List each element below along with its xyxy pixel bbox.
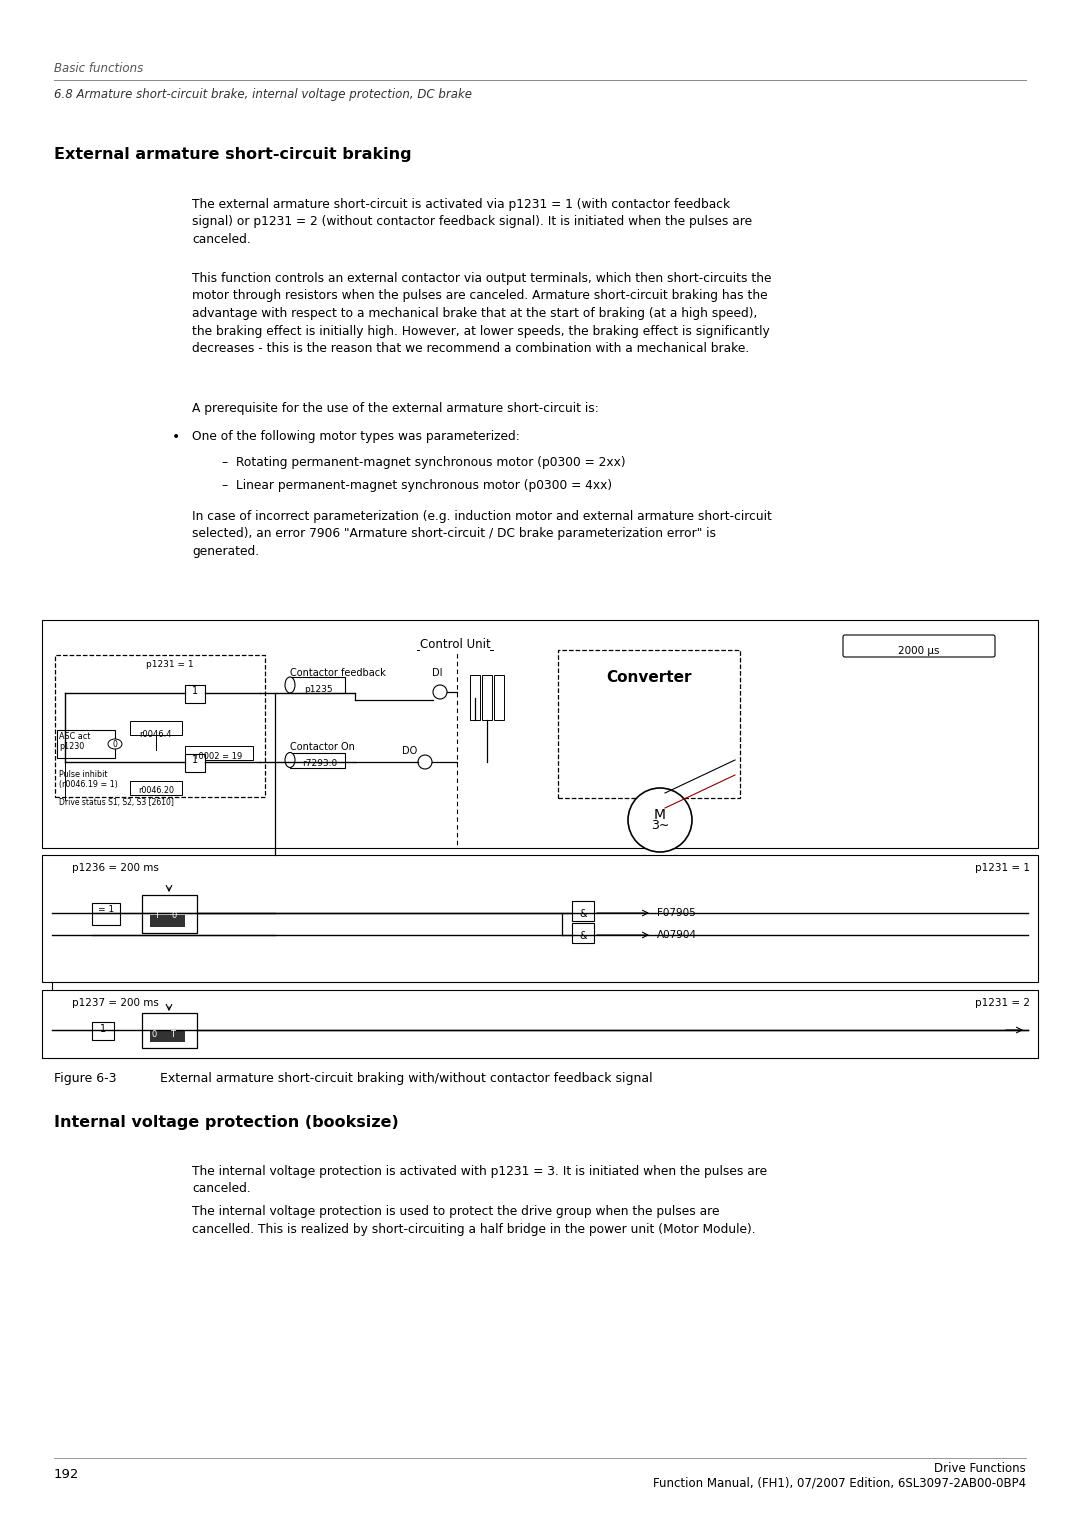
Text: One of the following motor types was parameterized:: One of the following motor types was par… [192, 431, 519, 443]
Text: Drive Functions: Drive Functions [934, 1461, 1026, 1475]
Text: p1235: p1235 [303, 686, 333, 693]
Text: DI: DI [432, 667, 443, 678]
Bar [150, 1031, 185, 1041]
Text: (r0046.19 = 1): (r0046.19 = 1) [59, 780, 118, 789]
Text: Pulse inhibit: Pulse inhibit [59, 770, 108, 779]
Bar [57, 730, 114, 757]
Text: p1231 = 1: p1231 = 1 [975, 863, 1030, 873]
Bar [55, 655, 265, 797]
Bar [482, 675, 492, 721]
Text: –  Rotating permanent-magnet synchronous motor (p0300 = 2xx): – Rotating permanent-magnet synchronous … [222, 457, 625, 469]
Circle shape [418, 754, 432, 770]
Text: &: & [579, 931, 586, 941]
Text: 3∼: 3∼ [651, 818, 670, 832]
Bar [150, 915, 185, 927]
Text: p1230: p1230 [59, 742, 84, 751]
Bar [572, 901, 594, 921]
Text: A prerequisite for the use of the external armature short-circuit is:: A prerequisite for the use of the extern… [192, 402, 598, 415]
Text: The internal voltage protection is used to protect the drive group when the puls: The internal voltage protection is used … [192, 1205, 756, 1235]
Text: Basic functions: Basic functions [54, 63, 144, 75]
Text: 0: 0 [152, 1031, 158, 1038]
Text: r0046.4: r0046.4 [139, 730, 172, 739]
Bar [141, 895, 197, 933]
Text: r0046.20: r0046.20 [138, 786, 174, 796]
Text: Converter: Converter [606, 670, 692, 686]
Text: Internal voltage protection (booksize): Internal voltage protection (booksize) [54, 1115, 399, 1130]
Text: r0002 = 19: r0002 = 19 [195, 751, 243, 760]
FancyBboxPatch shape [843, 635, 995, 657]
Text: External armature short-circuit braking with/without contactor feedback signal: External armature short-circuit braking … [160, 1072, 652, 1086]
Bar [470, 675, 480, 721]
Bar [558, 651, 740, 799]
Text: p1236 = 200 ms: p1236 = 200 ms [72, 863, 159, 873]
Text: 0: 0 [172, 912, 177, 919]
Bar [494, 675, 504, 721]
Text: Control Unit: Control Unit [420, 638, 490, 651]
Bar [572, 922, 594, 944]
Text: The external armature short-circuit is activated via p1231 = 1 (with contactor f: The external armature short-circuit is a… [192, 199, 752, 246]
Text: M: M [654, 808, 666, 822]
Text: Drive status S1, S2, S3 [2610]: Drive status S1, S2, S3 [2610] [59, 799, 174, 806]
Bar [42, 989, 1038, 1058]
Bar [130, 780, 183, 796]
Bar [291, 676, 345, 693]
Text: p1237 = 200 ms: p1237 = 200 ms [72, 999, 159, 1008]
Text: 0: 0 [112, 741, 118, 750]
Bar [185, 754, 205, 773]
Text: 6.8 Armature short-circuit brake, internal voltage protection, DC brake: 6.8 Armature short-circuit brake, intern… [54, 89, 472, 101]
Text: The internal voltage protection is activated with p1231 = 3. It is initiated whe: The internal voltage protection is activ… [192, 1165, 767, 1196]
Text: Function Manual, (FH1), 07/2007 Edition, 6SL3097-2AB00-0BP4: Function Manual, (FH1), 07/2007 Edition,… [653, 1477, 1026, 1489]
Text: DO: DO [402, 747, 417, 756]
Bar [42, 620, 1038, 847]
Text: p1231 = 1: p1231 = 1 [146, 660, 193, 669]
Circle shape [433, 686, 447, 699]
Text: Figure 6-3: Figure 6-3 [54, 1072, 117, 1086]
Bar [141, 1012, 197, 1048]
Text: This function controls an external contactor via output terminals, which then sh: This function controls an external conta… [192, 272, 771, 354]
Text: –  Linear permanent-magnet synchronous motor (p0300 = 4xx): – Linear permanent-magnet synchronous mo… [222, 479, 612, 492]
Text: p1231 = 2: p1231 = 2 [975, 999, 1030, 1008]
Text: 2000 μs: 2000 μs [899, 646, 940, 657]
Text: In case of incorrect parameterization (e.g. induction motor and external armatur: In case of incorrect parameterization (e… [192, 510, 772, 557]
Text: 1: 1 [100, 1025, 106, 1034]
Circle shape [627, 788, 692, 852]
Text: = 1: = 1 [98, 906, 114, 915]
Bar [92, 1022, 114, 1040]
Text: A07904: A07904 [657, 930, 697, 941]
Bar [42, 855, 1038, 982]
Text: &: & [579, 909, 586, 919]
Bar [185, 686, 205, 702]
Text: F07905: F07905 [657, 909, 696, 918]
Bar [185, 747, 253, 760]
Text: T: T [154, 912, 159, 919]
Text: 1: 1 [192, 754, 198, 765]
Ellipse shape [285, 753, 295, 768]
Text: Contactor feedback: Contactor feedback [291, 667, 386, 678]
Text: Contactor On: Contactor On [291, 742, 355, 751]
Ellipse shape [285, 676, 295, 693]
Text: •: • [172, 431, 180, 444]
Text: 192: 192 [54, 1467, 79, 1481]
Bar [291, 753, 345, 768]
Text: External armature short-circuit braking: External armature short-circuit braking [54, 147, 411, 162]
Text: T: T [170, 1031, 175, 1038]
Ellipse shape [108, 739, 122, 750]
Bar [130, 721, 183, 734]
Text: 1: 1 [192, 686, 198, 696]
Text: r7293.0: r7293.0 [302, 759, 338, 768]
Bar [92, 902, 120, 925]
Text: ASC act: ASC act [59, 731, 91, 741]
